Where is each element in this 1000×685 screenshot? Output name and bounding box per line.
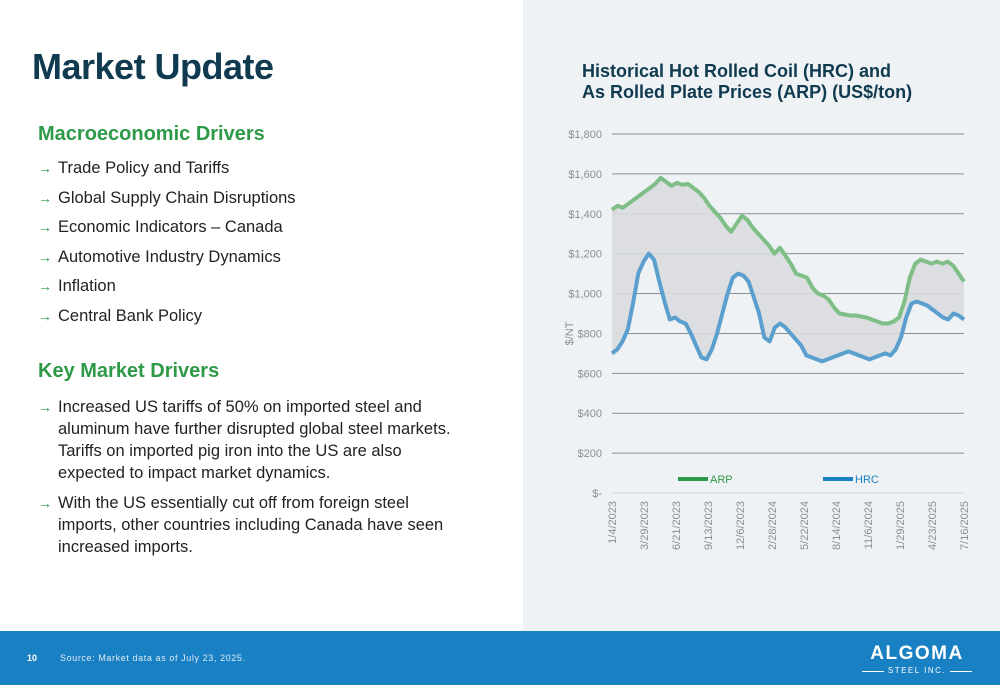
arrow-right-icon: → (38, 248, 52, 265)
series-arp-line (610, 175, 966, 326)
arrow-right-icon: → (38, 219, 52, 236)
list-item: → Inflation (38, 277, 116, 296)
logo-rule-left (862, 671, 884, 672)
x-tick-label: 5/22/2024 (799, 501, 811, 550)
arrow-right-icon: → (38, 278, 52, 295)
footer-bar: 10 Source: Market data as of July 23, 20… (0, 631, 1000, 685)
chart-title-line-2: As Rolled Plate Prices (ARP) (US$/ton) (582, 82, 913, 102)
logo-rule-right (950, 671, 972, 672)
y-tick-label: $600 (578, 368, 602, 380)
chart-title-line-1: Historical Hot Rolled Coil (HRC) and (582, 61, 892, 81)
x-tick-label: 2/28/2024 (767, 501, 779, 550)
list-item: → With the US essentially cut off from fo… (38, 494, 444, 556)
y-tick-label: $1,600 (568, 169, 602, 181)
list-item: → Automotive Industry Dynamics (38, 247, 281, 266)
y-tick-label: $200 (578, 448, 602, 460)
arrow-right-icon: → (38, 495, 52, 511)
logo-subtitle: STEEL INC. (887, 666, 947, 675)
spread-band (612, 177, 964, 362)
x-tick-label: 1/29/2025 (895, 501, 907, 550)
legend-hrc-label: HRC (855, 474, 879, 486)
list-item: → Trade Policy and Tariffs (38, 159, 230, 177)
x-tick-label: 8/14/2024 (831, 501, 843, 550)
series-hrc-line (610, 251, 966, 364)
x-tick-label: 12/6/2023 (735, 501, 747, 550)
source-note: Source: Market data as of July 23, 2025. (60, 653, 246, 663)
y-tick-label: $- (592, 488, 602, 500)
page-title: Market Update (32, 46, 274, 87)
arrow-right-icon: → (38, 189, 52, 206)
x-tick-label: 6/21/2023 (671, 501, 683, 550)
list-item: → Global Supply Chain Disruptions (38, 188, 296, 207)
x-tick-label: 7/16/2025 (959, 501, 971, 550)
list-item: → Increased US tariffs of 50% on imported… (38, 398, 451, 482)
chart-title: Historical Hot Rolled Coil (HRC) and As … (582, 61, 982, 103)
y-axis-title: $/NT (564, 321, 576, 345)
key-drivers-heading: Key Market Drivers (38, 360, 220, 382)
logo-wordmark: ALGOMA (870, 643, 964, 664)
algoma-logo: ALGOMA STEEL INC. (862, 643, 972, 675)
y-tick-label: $1,400 (568, 209, 602, 221)
x-tick-label: 9/13/2023 (703, 501, 715, 550)
list-item: → Economic Indicators – Canada (38, 218, 283, 237)
left-panel: Market Update Macroeconomic Drivers → Tra… (0, 0, 523, 631)
key-drivers-list: → Increased US tariffs of 50% on imported… (38, 396, 468, 566)
legend-arp-label: ARP (710, 474, 733, 486)
macro-heading: Macroeconomic Drivers (38, 123, 265, 145)
arrow-right-icon: → (38, 399, 52, 415)
y-tick-label: $400 (578, 408, 602, 420)
y-tick-label: $1,000 (568, 289, 602, 301)
x-tick-label: 4/23/2025 (927, 501, 939, 550)
y-tick-label: $1,200 (568, 249, 602, 261)
x-tick-label: 1/4/2023 (607, 501, 619, 544)
y-tick-label: $800 (578, 328, 602, 340)
arrow-right-icon: → (38, 160, 52, 176)
page-number: 10 (27, 653, 38, 663)
macro-drivers-list: → Trade Policy and Tariffs → Global Supply… (38, 157, 468, 335)
price-line-chart: $- $200 $400 $600 $800 $1,000 $1,200 $1,400 $1,6… (564, 129, 971, 550)
x-tick-label: 3/29/2023 (639, 501, 651, 550)
x-tick-label: 11/6/2024 (863, 501, 875, 549)
y-tick-label: $1,800 (568, 129, 602, 141)
arrow-right-icon: → (38, 307, 52, 324)
list-item: → Central Bank Policy (38, 306, 202, 325)
